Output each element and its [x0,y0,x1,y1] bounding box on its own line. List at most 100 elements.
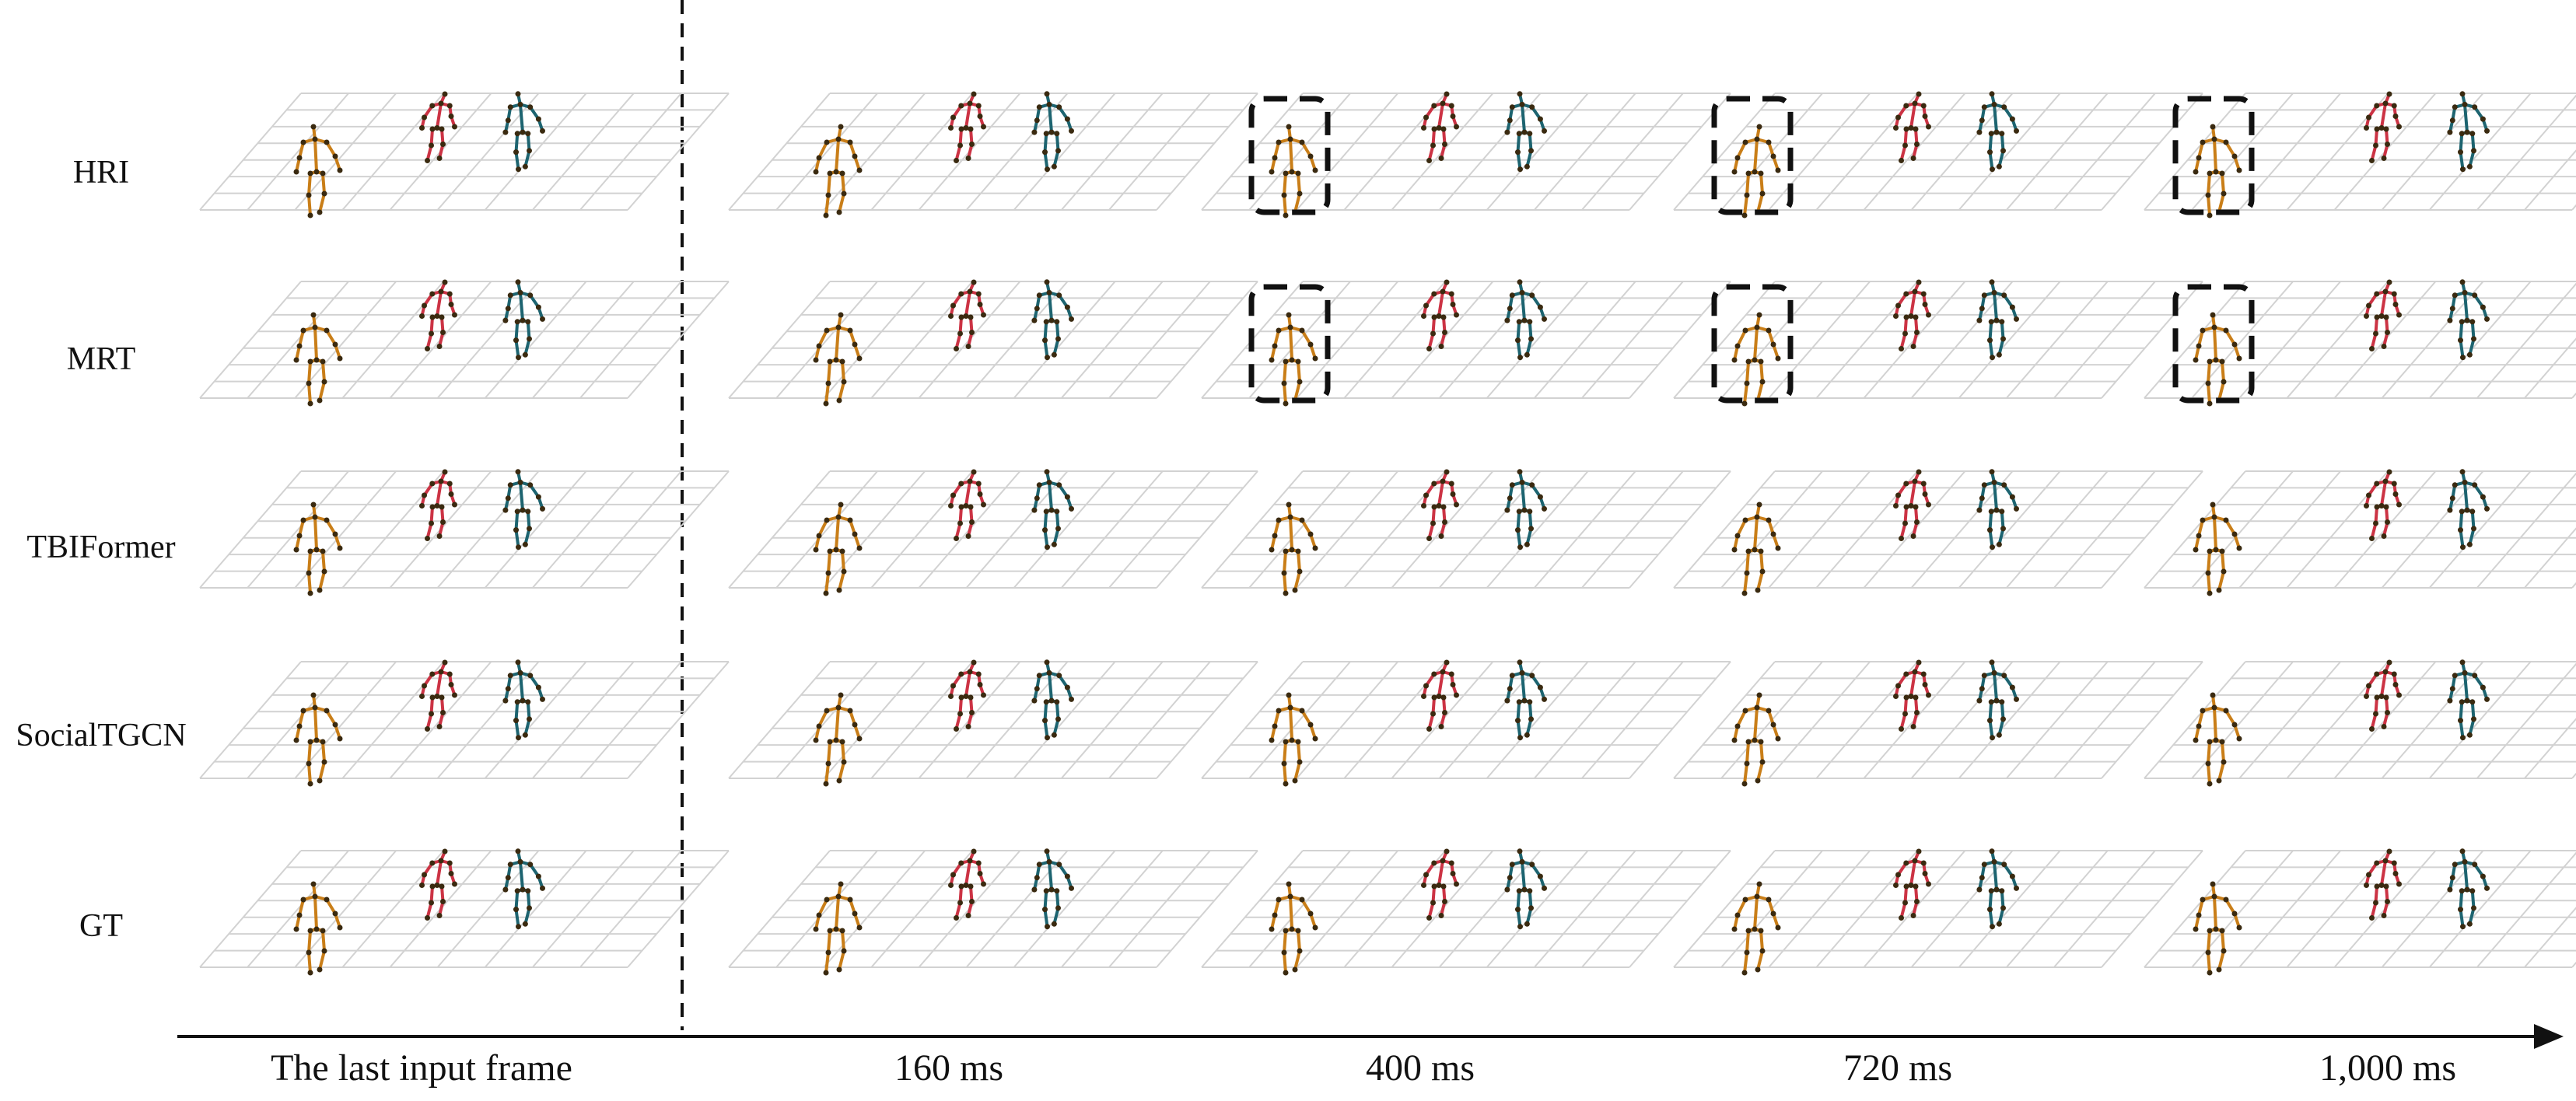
person-teal [502,469,545,550]
person-red [1421,848,1459,921]
person-teal [1031,91,1074,173]
row-label-mrt: MRT [66,341,136,377]
person-red [419,469,457,541]
panel-r3-c4 [1673,469,2203,596]
person-orange [1731,502,1781,596]
person-orange [2193,881,2242,976]
person-red [1421,469,1459,541]
person-orange [813,502,863,596]
time-label-400ms: 400 ms [1365,1047,1475,1089]
panel-r2-c2 [728,279,1258,407]
highlight-box [2172,96,2255,215]
person-orange [1269,124,1318,218]
person-teal [1031,848,1074,930]
panel-r4-c2 [728,659,1258,787]
floor-grid [1201,281,1731,399]
panel-r4-c3 [1201,659,1731,787]
floor-grid [2144,470,2576,589]
person-teal [1031,469,1074,550]
person-teal [2447,279,2490,361]
panel-r4-c4 [1673,659,2203,787]
panel-r3-c1 [199,469,730,596]
highlight-box [1248,284,1331,404]
person-red [2364,848,2402,921]
person-red [948,848,986,921]
person-teal [1976,279,2019,361]
panel-r1-c4 [1673,91,2203,218]
panel-r4-c5 [2144,659,2576,787]
person-red [1893,848,1931,921]
row-label-hri: HRI [72,155,130,190]
person-orange [813,312,863,407]
person-red [1421,279,1459,351]
panel-r5-c1 [199,848,730,976]
person-orange [1269,312,1318,407]
panel-r5-c2 [728,848,1258,976]
panel-r3-c5 [2144,469,2576,596]
highlight-box [1248,96,1331,215]
floor-grid [728,281,1258,399]
person-teal [2447,469,2490,550]
person-red [2364,91,2402,163]
person-red [1421,659,1459,732]
floor-grid [1673,850,2203,968]
panel-r1-c5 [2144,91,2576,218]
time-label-720ms: 720 ms [1843,1047,1952,1089]
panel-r5-c3 [1201,848,1731,976]
person-orange [1269,881,1318,976]
floor-grid [728,470,1258,589]
time-label-1000ms: 1,000 ms [2319,1047,2456,1089]
panel-r2-c4 [1673,279,2203,407]
floor-grid [1673,281,2203,399]
person-red [1893,279,1931,351]
time-axis-arrowhead [2534,1024,2564,1049]
person-orange [1269,692,1318,787]
person-orange [813,124,863,218]
person-orange [293,124,343,218]
floor-grid [1201,661,1731,779]
person-red [419,91,457,163]
person-teal [1504,848,1547,930]
panel-r2-c5 [2144,279,2576,407]
person-teal [1031,279,1074,361]
person-red [419,659,457,732]
floor-grid [1201,93,1731,211]
person-teal [1504,659,1547,741]
highlight-box [1711,96,1794,215]
time-label-160ms: 160 ms [894,1047,1003,1089]
floor-grid [1201,850,1731,968]
person-orange [1731,312,1781,407]
panel-r4-c1 [199,659,730,787]
person-red [948,279,986,351]
floor-grid [1673,470,2203,589]
floor-grid [728,93,1258,211]
person-red [948,659,986,732]
person-orange [2193,692,2242,787]
person-orange [2193,124,2242,218]
panel-r2-c3 [1201,279,1731,407]
person-teal [502,848,545,930]
floor-grid [199,281,730,399]
panel-r1-c1 [199,91,730,218]
person-orange [293,881,343,976]
person-orange [1731,692,1781,787]
time-label-last-input-frame: The last input frame [271,1047,572,1089]
floor-grid [1673,661,2203,779]
panel-r1-c2 [728,91,1258,218]
person-orange [293,502,343,596]
highlight-box [1711,284,1794,404]
floor-grid [2144,661,2576,779]
row-label-gt: GT [79,908,123,944]
panel-r5-c4 [1673,848,2203,976]
person-teal [502,91,545,173]
panel-r2-c1 [199,279,730,407]
person-teal [502,279,545,361]
highlight-box [2172,284,2255,404]
panel-r3-c2 [728,469,1258,596]
person-red [948,469,986,541]
person-teal [1976,848,2019,930]
person-orange [1269,502,1318,596]
person-teal [502,659,545,741]
person-teal [2447,848,2490,930]
